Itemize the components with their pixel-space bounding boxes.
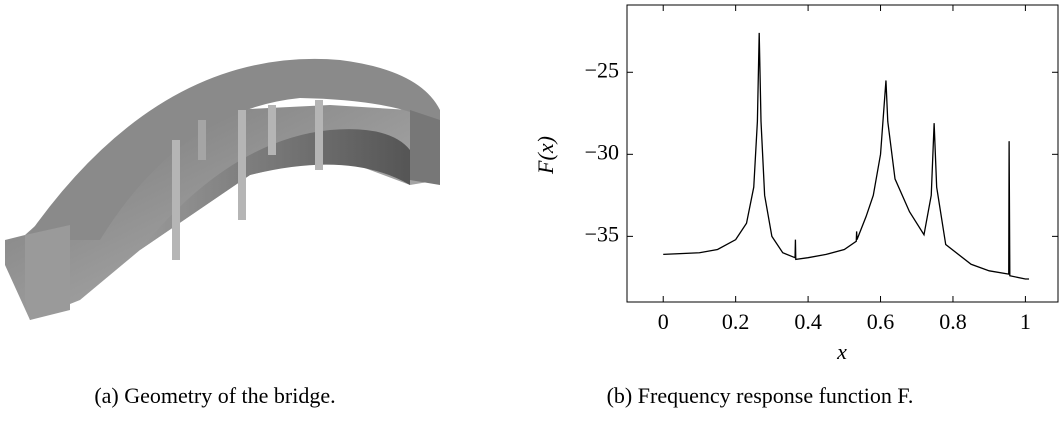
- y-tick-label: −35: [585, 221, 619, 246]
- caption: (a) Geometry of the bridge.: [94, 383, 335, 408]
- x-tick-label: 0.6: [867, 309, 895, 334]
- x-tick-label: 1: [1020, 309, 1031, 334]
- y-tick-label: −25: [585, 57, 619, 82]
- y-tick-label: −30: [585, 139, 619, 164]
- line: [663, 32, 1030, 280]
- x-tick-label: 0.8: [939, 309, 967, 334]
- x-axis-label: x: [836, 339, 847, 364]
- x-tick-label: 0.2: [722, 309, 750, 334]
- x-tick-label: 0.4: [794, 309, 822, 334]
- bridge-image: [5, 58, 440, 320]
- y-axis-label: F(x): [533, 136, 558, 175]
- caption: (b) Frequency response function F.: [607, 383, 914, 408]
- x-tick-label: 0: [658, 309, 669, 334]
- plot-frame: [626, 4, 1059, 303]
